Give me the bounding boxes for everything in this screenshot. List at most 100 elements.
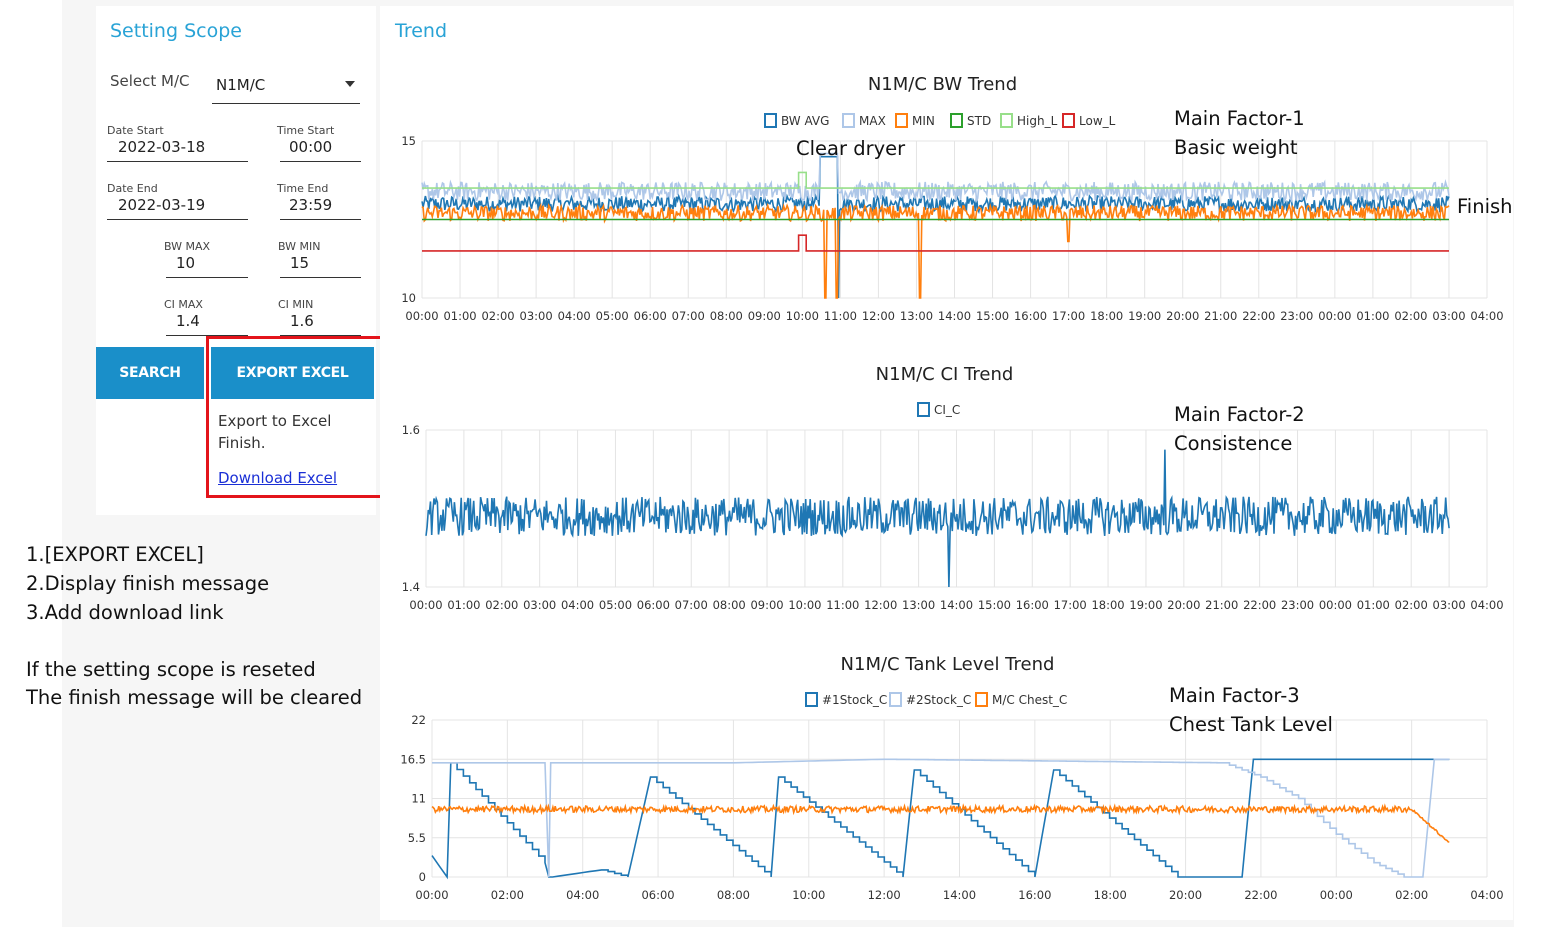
x-tick-label: 15:00 bbox=[976, 309, 1009, 323]
x-tick-label: 10:00 bbox=[792, 888, 825, 902]
x-tick-label: 07:00 bbox=[675, 598, 708, 612]
y-tick-label: 10 bbox=[401, 291, 416, 305]
x-tick-label: 04:00 bbox=[1470, 888, 1503, 902]
machine-select[interactable]: N1M/C bbox=[212, 70, 360, 104]
x-tick-label: 10:00 bbox=[786, 309, 819, 323]
series-line bbox=[421, 202, 1450, 299]
x-tick-label: 03:00 bbox=[1432, 309, 1465, 323]
bw-min-field[interactable]: 15 bbox=[280, 253, 361, 278]
ci-min-value: 1.6 bbox=[290, 312, 314, 330]
legend-label: High_L bbox=[1017, 114, 1058, 128]
time-end-field[interactable]: 23:59 bbox=[280, 195, 361, 220]
x-tick-label: 19:00 bbox=[1128, 309, 1161, 323]
series-line bbox=[432, 758, 1450, 878]
x-tick-label: 08:00 bbox=[713, 598, 746, 612]
x-tick-label: 16:00 bbox=[1018, 888, 1051, 902]
y-tick-label: 5.5 bbox=[408, 831, 426, 845]
caret-down-icon bbox=[345, 81, 355, 87]
x-tick-label: 22:00 bbox=[1243, 598, 1276, 612]
ci-min-field[interactable]: 1.6 bbox=[280, 311, 361, 336]
x-tick-label: 00:00 bbox=[415, 888, 448, 902]
annotation-factor3-subtitle: Chest Tank Level bbox=[1169, 713, 1333, 736]
x-tick-label: 12:00 bbox=[868, 888, 901, 902]
search-button[interactable]: SEARCH bbox=[96, 347, 204, 399]
legend-label: CI_C bbox=[934, 403, 960, 417]
note-line-3: 3.Add download link bbox=[26, 601, 224, 624]
ci-max-value: 1.4 bbox=[176, 312, 200, 330]
x-tick-label: 14:00 bbox=[940, 598, 973, 612]
x-tick-label: 00:00 bbox=[409, 598, 442, 612]
chart-title: N1M/C CI Trend bbox=[876, 364, 1014, 385]
legend-label: M/C Chest_C bbox=[992, 693, 1067, 707]
date-start-field[interactable]: 2022-03-18 bbox=[107, 137, 248, 162]
annotation-factor2-subtitle: Consistence bbox=[1174, 432, 1293, 455]
x-tick-label: 21:00 bbox=[1205, 598, 1238, 612]
select-mc-label: Select M/C bbox=[110, 72, 190, 90]
x-tick-label: 02:00 bbox=[481, 309, 514, 323]
x-tick-label: 20:00 bbox=[1169, 888, 1202, 902]
x-tick-label: 16:00 bbox=[1014, 309, 1047, 323]
x-tick-label: 18:00 bbox=[1091, 598, 1124, 612]
x-tick-label: 04:00 bbox=[1470, 309, 1503, 323]
export-finish-message: Export to Excel Finish. bbox=[218, 410, 331, 454]
x-tick-label: 01:00 bbox=[1356, 309, 1389, 323]
x-tick-label: 01:00 bbox=[447, 598, 480, 612]
ci-max-label: CI MAX bbox=[164, 298, 203, 311]
trend-title: Trend bbox=[395, 20, 447, 42]
annotation-finish: Finish bbox=[1457, 195, 1513, 218]
time-start-value: 00:00 bbox=[289, 138, 333, 156]
chart-title: N1M/C BW Trend bbox=[868, 74, 1017, 95]
time-end-label: Time End bbox=[277, 182, 329, 195]
x-tick-label: 11:00 bbox=[824, 309, 857, 323]
y-tick-label: 1.4 bbox=[402, 580, 420, 594]
annotation-factor2-title: Main Factor-2 bbox=[1174, 403, 1305, 426]
x-tick-label: 05:00 bbox=[599, 598, 632, 612]
annotation-clear-dryer: Clear dryer bbox=[796, 137, 906, 160]
y-tick-label: 0 bbox=[419, 870, 426, 884]
x-tick-label: 17:00 bbox=[1054, 598, 1087, 612]
legend-label: #2Stock_C bbox=[906, 693, 971, 707]
x-tick-label: 11:00 bbox=[826, 598, 859, 612]
bw-max-field[interactable]: 10 bbox=[166, 253, 248, 278]
x-tick-label: 14:00 bbox=[943, 888, 976, 902]
x-tick-label: 00:00 bbox=[1320, 888, 1353, 902]
time-start-label: Time Start bbox=[277, 124, 335, 137]
time-start-field[interactable]: 00:00 bbox=[280, 137, 361, 162]
x-tick-label: 08:00 bbox=[717, 888, 750, 902]
bw-max-value: 10 bbox=[176, 254, 196, 272]
legend-swatch bbox=[1062, 113, 1075, 128]
y-tick-label: 16.5 bbox=[400, 752, 426, 766]
date-start-label: Date Start bbox=[107, 124, 164, 137]
y-tick-label: 1.6 bbox=[402, 423, 420, 437]
x-tick-label: 00:00 bbox=[405, 309, 438, 323]
legend-swatch bbox=[805, 692, 818, 707]
note-line-5: The finish message will be cleared bbox=[26, 686, 363, 709]
note-line-4: If the setting scope is reseted bbox=[26, 658, 316, 681]
x-tick-label: 01:00 bbox=[1357, 598, 1390, 612]
series-line bbox=[421, 152, 1450, 204]
export-excel-button[interactable]: EXPORT EXCEL bbox=[211, 347, 374, 399]
x-tick-label: 17:00 bbox=[1052, 309, 1085, 323]
setting-scope-title: Setting Scope bbox=[110, 20, 242, 42]
x-tick-label: 18:00 bbox=[1094, 888, 1127, 902]
x-tick-label: 09:00 bbox=[750, 598, 783, 612]
chart-title: N1M/C Tank Level Trend bbox=[841, 654, 1055, 675]
x-tick-label: 22:00 bbox=[1242, 309, 1275, 323]
export-message-line1: Export to Excel bbox=[218, 412, 332, 430]
x-tick-label: 02:00 bbox=[1395, 888, 1428, 902]
ci-max-field[interactable]: 1.4 bbox=[166, 311, 248, 336]
x-tick-label: 20:00 bbox=[1166, 309, 1199, 323]
bw-min-value: 15 bbox=[290, 254, 310, 272]
date-end-field[interactable]: 2022-03-19 bbox=[107, 195, 248, 220]
x-tick-label: 15:00 bbox=[978, 598, 1011, 612]
date-end-value: 2022-03-19 bbox=[118, 196, 206, 214]
x-tick-label: 05:00 bbox=[596, 309, 629, 323]
time-end-value: 23:59 bbox=[289, 196, 333, 214]
note-line-2: 2.Display finish message bbox=[26, 572, 270, 595]
x-tick-label: 07:00 bbox=[672, 309, 705, 323]
download-excel-link[interactable]: Download Excel bbox=[218, 469, 338, 487]
export-message-line2: Finish. bbox=[218, 434, 266, 452]
date-end-label: Date End bbox=[107, 182, 158, 195]
series-line bbox=[431, 803, 1450, 843]
